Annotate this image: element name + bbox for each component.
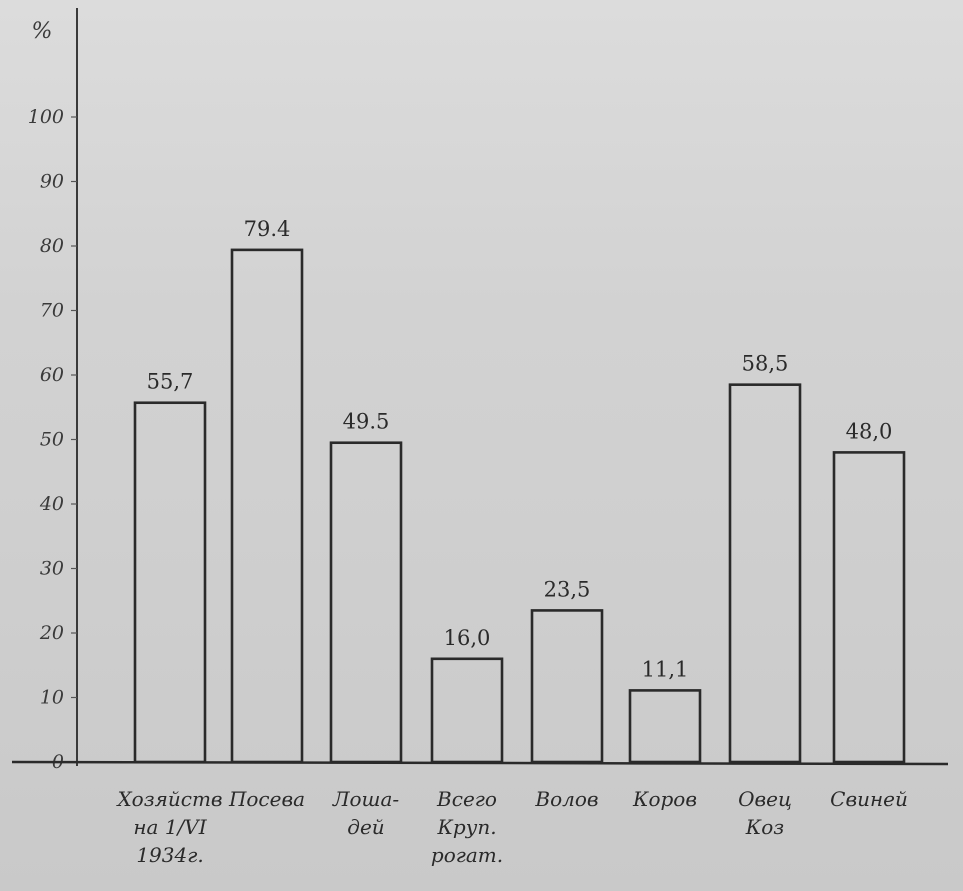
y-tick-label: 20: [39, 622, 64, 644]
y-tick-label: 90: [40, 171, 64, 193]
y-tick-label: 10: [40, 687, 64, 709]
category-label: Коров: [632, 787, 697, 811]
category-label: Всего: [436, 787, 497, 811]
y-tick-label: 60: [40, 364, 64, 386]
category-label: 1934г.: [136, 843, 203, 867]
bar: [329, 441, 403, 764]
bar-value-label: 55,7: [147, 370, 194, 394]
category-label: Хозяйств: [115, 787, 222, 811]
bar: [430, 657, 504, 764]
category-label: Овец: [738, 787, 792, 811]
category-label: Волов: [534, 787, 598, 811]
bar-value-label: 49.5: [343, 410, 390, 434]
category-label: на 1/VI: [133, 815, 207, 839]
bar-value-label: 48,0: [846, 419, 893, 443]
y-tick-label: 50: [40, 429, 64, 451]
bar-value-label: 23,5: [544, 577, 591, 601]
y-axis-unit-label: %: [32, 19, 53, 44]
bars: [133, 248, 906, 764]
category-label: дей: [347, 815, 384, 839]
bar-value-label: 16,0: [444, 626, 491, 650]
category-label: Круп.: [436, 815, 496, 839]
category-label: Коз: [745, 815, 784, 839]
y-tick-label: 70: [40, 300, 64, 322]
bar: [832, 451, 906, 764]
bar: [133, 401, 207, 764]
bar: [728, 383, 802, 764]
y-tick-label: 100: [28, 106, 64, 128]
bar: [230, 248, 304, 764]
category-label: Лоша-: [332, 787, 400, 811]
bar-value-label: 58,5: [742, 352, 789, 376]
category-label: Свиней: [830, 787, 908, 811]
value-labels: 55,7 79.4 49.5 16,0 23,5 11,1 58,5 48,0: [147, 217, 893, 682]
y-tick-label: 30: [40, 558, 64, 580]
category-label: Посева: [228, 787, 305, 811]
bar: [628, 689, 702, 764]
bar-value-label: 79.4: [244, 217, 291, 241]
bar-value-label: 11,1: [642, 657, 689, 681]
category-labels: Хозяйств на 1/VI 1934г. Посева Лоша-дей Всего…: [115, 787, 907, 867]
y-tick-label: 40: [39, 493, 64, 515]
category-label: рогат.: [431, 843, 503, 867]
y-tick-label: 80: [40, 235, 64, 257]
bar: [530, 609, 604, 764]
